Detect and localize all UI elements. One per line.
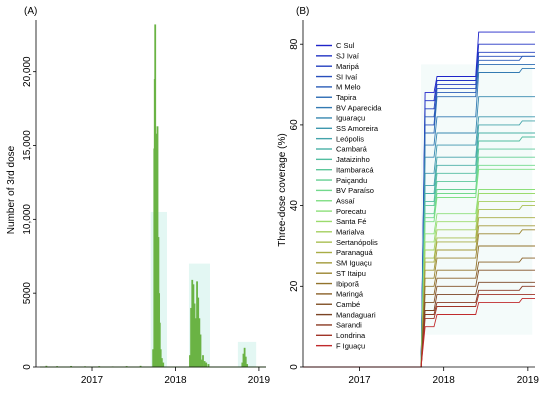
panel-a-bar-39 [242,353,245,367]
panel-b-legend-label-29: F Iguaçu [336,341,365,350]
panel-a-bar-37 [207,364,210,367]
panel-a-label: (A) [24,6,37,17]
panel-a-bar-27 [193,303,196,367]
panel-b-ytick-label-2: 40 [289,200,300,212]
panel-b-legend-label-26: Mandaguari [336,310,376,319]
panel-a-bar-2 [70,365,72,367]
panel-b-legend-label-18: Marialva [336,228,365,237]
panel-b-legend-label-19: Sertanópolis [336,238,378,247]
panel-a-bar-38 [241,362,244,367]
panel-b-legend-label-5: Tapira [336,93,357,102]
panel-a-bar-6 [125,366,128,367]
panel-a-bar-7 [139,365,142,367]
panel-b-series-line-29 [303,297,535,368]
panel-a-ytick-label-4: 20,000 [22,56,33,87]
panel-a-bar-8 [152,349,155,367]
panel-b-legend-label-7: Iguaraçu [336,114,365,123]
panel-b-legend-label-13: Paiçandu [336,176,367,185]
panel-a-bar-23 [189,355,191,367]
panel-a-ytick-label-0: 0 [22,364,33,370]
panel-a-bar-24 [190,307,193,367]
panel-b-legend-label-28: Londrina [336,331,366,340]
panel-b-legend-label-23: Ibiporã [336,279,360,288]
panel-a-bar-34 [202,355,204,367]
panel-b-xtick-label-0: 2017 [348,375,371,386]
panel-b-legend-label-4: M Melo [336,83,361,92]
panel-a-bar-29 [196,281,198,367]
panel-b-legend-label-25: Cambé [336,300,360,309]
panel-b-xtick-label-2: 2019 [517,375,540,386]
panel-a-bar-35 [203,361,206,367]
panel-b-legend-label-17: Santa Fé [336,217,366,226]
panel-a-bar-0 [45,365,48,367]
panel-a-bar-4 [98,366,101,367]
panel-b-legend-label-12: Itambaracá [336,165,374,174]
panel-b-legend-label-14: BV Paraíso [336,186,374,195]
panel-a-xtick-label-0: 2017 [81,375,104,386]
panel-a-bar-36 [205,362,208,367]
panel-a-bar-33 [200,359,203,367]
panel-b-ytick-label-0: 0 [289,364,300,370]
panel-b-legend-label-10: Cambará [336,145,368,154]
panel-a-bar-42 [246,364,249,367]
panel-b-legend-label-20: Paranaguá [336,248,374,257]
panel-a-ytick-label-1: 5000 [22,282,33,305]
panel-b-ytick-label-1: 20 [289,280,300,292]
panel-b-label: (B) [296,6,309,17]
panel-a-bar-21 [160,358,163,367]
panel-a-bar-25 [191,279,194,367]
panel-a-bar-31 [198,318,201,367]
panel-b-legend-label-3: SI Ivaí [336,72,358,81]
panel-a-xtick-label-1: 2018 [164,375,187,386]
panel-a-plot: 0 5000 10,000 15,000 20,000 2017 2018 2019 [22,20,270,386]
panel-a-bar-19 [158,322,161,367]
panel-a-bar-32 [199,334,202,367]
panel-a-ylabel: Number of 3rd dose [6,145,17,234]
panel-a-bar-41 [244,356,247,367]
panel-b-xtick-label-1: 2018 [433,375,456,386]
panel-b-ytick-label-4: 80 [289,38,300,50]
panel-b-legend-label-27: Sarandi [336,321,362,330]
panel-b-legend-label-6: BV Aparecida [336,103,382,112]
panel-b-legend-label-11: Jataizinho [336,155,370,164]
panel-a-bar-1 [56,366,59,367]
panel-b-legend-label-16: Porecatu [336,207,366,216]
panel-a-bar-28 [194,318,197,367]
panel-b-legend-label-2: Maripá [336,62,360,71]
panel-b-series-line-28 [303,293,535,368]
panel-b-legend-label-1: SJ Ivaí [336,52,360,61]
panel-b-legend-label-15: Assaí [336,196,356,205]
panel-a-bar-20 [159,349,162,367]
panel-b-legend-label-24: Maringá [336,290,364,299]
panel-a-xtick-label-2: 2019 [248,375,271,386]
panel-b-legend-label-0: C Sul [336,41,355,50]
panel-b-legend-label-21: SM Iguaçu [336,259,372,268]
panel-b-legend-label-22: ST Itaipu [336,269,366,278]
panel-a-ytick-label-2: 10,000 [22,204,33,235]
panel-b-legend-label-9: Leópolis [336,134,364,143]
panel-a-bar-22 [162,362,165,367]
panel-a-shading-band-2 [237,341,257,367]
panel-a-bar-26 [192,284,195,367]
panel-b-ytick-label-3: 60 [289,119,300,131]
panel-b-legend-label-8: SS Amoreira [336,124,379,133]
panel-b-ylabel: Three-dose coverage (%) [277,133,288,246]
panel-a-ytick-label-3: 15,000 [22,130,33,161]
panel-a-bar-30 [197,297,200,367]
panel-a-bar-40 [243,347,246,367]
